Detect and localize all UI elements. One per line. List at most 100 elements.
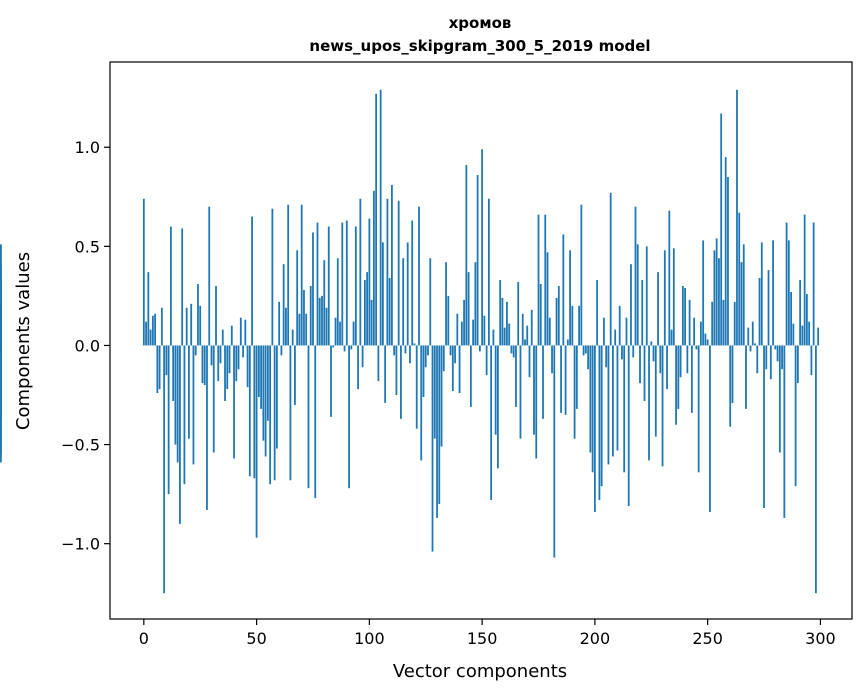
bar-57 bbox=[271, 208, 274, 346]
chart-title: хромов bbox=[449, 14, 512, 32]
bar-91 bbox=[348, 345, 350, 489]
bar-68 bbox=[296, 250, 299, 346]
bar-73 bbox=[307, 345, 310, 489]
bar-205 bbox=[605, 345, 608, 368]
y-tick-label-4: 1.0 bbox=[75, 138, 100, 157]
bar-70 bbox=[300, 204, 303, 346]
bar-108 bbox=[386, 198, 389, 346]
bar-228 bbox=[657, 272, 659, 346]
bar-50 bbox=[255, 345, 258, 538]
x-tick-label-6: 300 bbox=[805, 629, 836, 648]
bar-163 bbox=[510, 345, 513, 354]
bar-33 bbox=[217, 345, 220, 382]
bar-45 bbox=[244, 319, 247, 346]
x-axis-ticks: 0 50 100 150 200 250 300 bbox=[139, 619, 836, 648]
bar-61 bbox=[280, 345, 283, 356]
bar-190 bbox=[571, 305, 574, 346]
bar-172 bbox=[530, 309, 533, 346]
bar-193 bbox=[578, 305, 580, 346]
bar-117 bbox=[406, 242, 409, 346]
bar-208 bbox=[612, 345, 614, 457]
bar-235 bbox=[672, 248, 675, 346]
bar-103 bbox=[375, 93, 378, 346]
bar-224 bbox=[648, 345, 650, 461]
bar-293 bbox=[803, 214, 806, 346]
bar-231 bbox=[663, 250, 666, 346]
bar-35 bbox=[221, 329, 224, 346]
bar-159 bbox=[501, 297, 504, 346]
bar-209 bbox=[614, 329, 617, 346]
bar-147 bbox=[474, 262, 477, 346]
bar-157 bbox=[497, 345, 499, 469]
bar-58 bbox=[273, 345, 276, 481]
bar-229 bbox=[659, 345, 662, 374]
bar-165 bbox=[515, 345, 517, 407]
bar-277 bbox=[767, 270, 770, 346]
bar-111 bbox=[393, 345, 396, 356]
bar-94 bbox=[354, 226, 357, 346]
bar-252 bbox=[711, 301, 714, 346]
bar-203 bbox=[600, 345, 603, 487]
bar-227 bbox=[654, 345, 657, 437]
bar-170 bbox=[526, 325, 529, 346]
bar-155 bbox=[492, 329, 495, 346]
bar-149 bbox=[478, 345, 481, 352]
bar-84 bbox=[332, 345, 335, 348]
x-tick-label-4: 200 bbox=[580, 629, 611, 648]
bar-270 bbox=[751, 321, 754, 346]
bar-197 bbox=[587, 345, 590, 370]
bar-141 bbox=[460, 321, 463, 346]
bar-186 bbox=[562, 234, 565, 346]
bar-77 bbox=[316, 222, 319, 346]
bar-218 bbox=[634, 206, 637, 346]
bar-1 bbox=[145, 321, 147, 346]
bar-72 bbox=[305, 313, 308, 346]
bar-134 bbox=[445, 262, 447, 346]
bar-95 bbox=[357, 345, 359, 390]
bar-184 bbox=[557, 285, 560, 346]
bar-173 bbox=[533, 345, 535, 435]
bar-41 bbox=[235, 345, 238, 382]
bar-243 bbox=[690, 345, 693, 413]
bar-62 bbox=[282, 264, 285, 346]
bar-290 bbox=[796, 345, 799, 384]
bar-246 bbox=[697, 345, 700, 473]
y-axis-label: Components values bbox=[13, 252, 34, 430]
bar-211 bbox=[618, 305, 621, 346]
x-axis-label: Vector components bbox=[393, 661, 567, 682]
bar-121 bbox=[415, 345, 418, 429]
bar-146 bbox=[472, 319, 474, 346]
bar-195 bbox=[582, 345, 585, 356]
bar-82 bbox=[327, 226, 330, 346]
bar-272 bbox=[756, 345, 759, 374]
bar-83 bbox=[330, 345, 332, 417]
bar-233 bbox=[668, 210, 671, 346]
bar-6 bbox=[156, 345, 159, 394]
bar-164 bbox=[512, 345, 515, 358]
bar-162 bbox=[508, 323, 511, 346]
bar-187 bbox=[564, 345, 567, 415]
bar-154 bbox=[490, 345, 493, 501]
bar-126 bbox=[427, 345, 429, 356]
bar-221 bbox=[641, 280, 644, 346]
bar-215 bbox=[627, 345, 630, 507]
bar-9 bbox=[163, 345, 166, 594]
bar-44 bbox=[242, 345, 244, 358]
bar-87 bbox=[339, 321, 341, 346]
bar-64 bbox=[287, 204, 290, 346]
y-tick-label-1: −0.5 bbox=[61, 436, 100, 455]
bar-115 bbox=[402, 258, 405, 346]
bar-181 bbox=[551, 345, 553, 374]
bar-56 bbox=[269, 345, 272, 485]
bar-80 bbox=[323, 260, 326, 346]
bar-23 bbox=[194, 345, 197, 356]
bar-202 bbox=[598, 345, 601, 501]
bar-259 bbox=[727, 176, 729, 346]
bar-196 bbox=[584, 345, 587, 354]
bar-110 bbox=[391, 184, 393, 346]
bar-161 bbox=[506, 301, 508, 346]
bar-244 bbox=[693, 317, 696, 346]
bar-27 bbox=[203, 345, 206, 386]
bar-286 bbox=[787, 240, 790, 346]
